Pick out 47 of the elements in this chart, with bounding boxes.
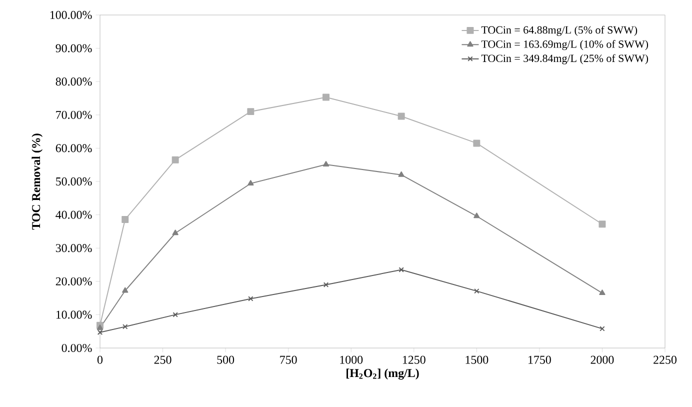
y-tick-label: 0.00%: [62, 344, 92, 352]
x-tick-label: 1000: [340, 356, 363, 364]
y-axis-title: TOC Removal (%): [32, 134, 43, 230]
y-tick-label: 90.00%: [56, 44, 92, 52]
x-tick-label: 1750: [528, 356, 551, 364]
point: [172, 156, 179, 164]
point: [323, 282, 329, 288]
y-tick-label: 10.00%: [56, 310, 92, 319]
point: [172, 312, 178, 318]
point: [122, 216, 129, 223]
y-tick-label: 50.00%: [56, 177, 92, 186]
point: [322, 161, 330, 167]
point: [322, 94, 330, 101]
x-tick-label: 2000: [590, 356, 614, 364]
x-tick-label: 0: [97, 356, 103, 364]
legend-label: TOCin = 163.69mg/L (10% of SWW): [481, 40, 648, 50]
point: [122, 324, 128, 330]
x-tick-label: 250: [154, 356, 172, 364]
point: [247, 108, 254, 116]
point: [598, 220, 606, 228]
x-tick-label: 500: [217, 356, 234, 364]
x-axis-title: [H$_{2}$O$_{2}$] (mg/L): [346, 368, 419, 380]
point: [474, 212, 480, 218]
y-tick-label: 70.00%: [56, 110, 92, 119]
point: [398, 267, 404, 272]
y-tick-label: 30.00%: [56, 244, 92, 252]
y-tick-label: 40.00%: [56, 210, 92, 219]
point: [473, 140, 480, 147]
y-tick-label: 100.00%: [50, 10, 92, 20]
y-tick-label: 60.00%: [56, 144, 92, 152]
point: [398, 112, 405, 120]
x-tick-label: 1500: [466, 356, 488, 364]
y-tick-label: 80.00%: [56, 78, 92, 86]
legend-label: TOCin = 64.88mg/L (5% of SWW): [481, 26, 638, 36]
point: [122, 287, 128, 293]
point: [599, 290, 606, 296]
y-tick-label: 20.00%: [56, 277, 92, 286]
x-tick-label: 750: [280, 356, 297, 364]
point: [248, 180, 254, 186]
legend-label: TOCin = 349.84mg/L (25% of SWW): [481, 54, 648, 64]
x-tick-label: 2250: [654, 356, 676, 364]
x-tick-label: 1250: [402, 356, 426, 364]
point: [172, 230, 178, 236]
point: [398, 171, 404, 177]
point: [474, 288, 480, 294]
point: [248, 296, 254, 302]
point: [96, 324, 104, 330]
